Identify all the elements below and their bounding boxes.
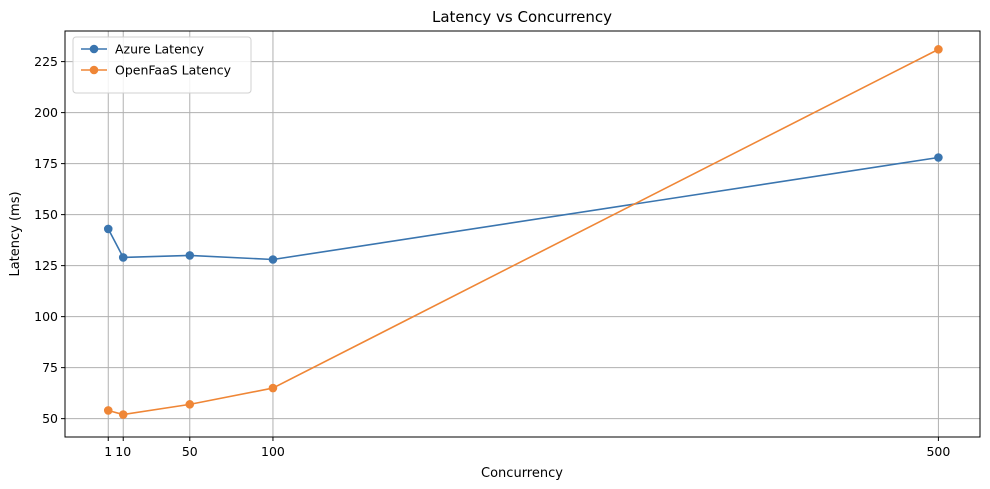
x-tick-label: 100 [261,444,285,459]
x-tick-label: 10 [115,444,131,459]
x-tick-label: 500 [926,444,950,459]
y-tick-label: 175 [34,156,58,171]
tick-layer: 1 10 50 100 500 50 75 100 125 150 175 200 225 [34,54,950,459]
data-point [934,45,943,54]
legend-label: Azure Latency [115,42,205,57]
x-axis-label: Concurrency [481,466,563,481]
y-tick-label: 125 [34,258,58,273]
series-line-0 [107,156,939,261]
x-tick-label: 50 [182,444,198,459]
data-point [268,255,278,264]
data-point [118,253,128,262]
legend-box [72,36,252,94]
data-point [185,400,195,409]
plot-frame [64,30,981,438]
data-point [103,406,113,415]
y-tick-label: 100 [34,309,58,324]
y-tick-label: 200 [34,105,58,120]
grid-layer [65,31,980,437]
x-tick-label: 1 [104,444,112,459]
legend-marker [89,44,99,54]
y-tick-label: 225 [34,54,58,69]
data-point [268,383,278,393]
chart-title: Latency vs Concurrency [432,8,612,26]
y-tick-label: 150 [34,207,58,222]
data-point [185,251,195,260]
data-point [934,153,943,162]
y-tick-label: 50 [42,411,58,426]
legend-label: OpenFaaS Latency [115,63,232,78]
series-line-1 [108,48,939,416]
legend: Azure Latency OpenFaaS Latency [72,36,252,94]
data-point [118,410,128,419]
legend-marker [89,65,99,75]
y-tick-label: 75 [42,360,58,375]
series-layer [103,45,943,419]
data-point [103,224,113,234]
y-axis-label: Latency (ms) [8,191,23,276]
